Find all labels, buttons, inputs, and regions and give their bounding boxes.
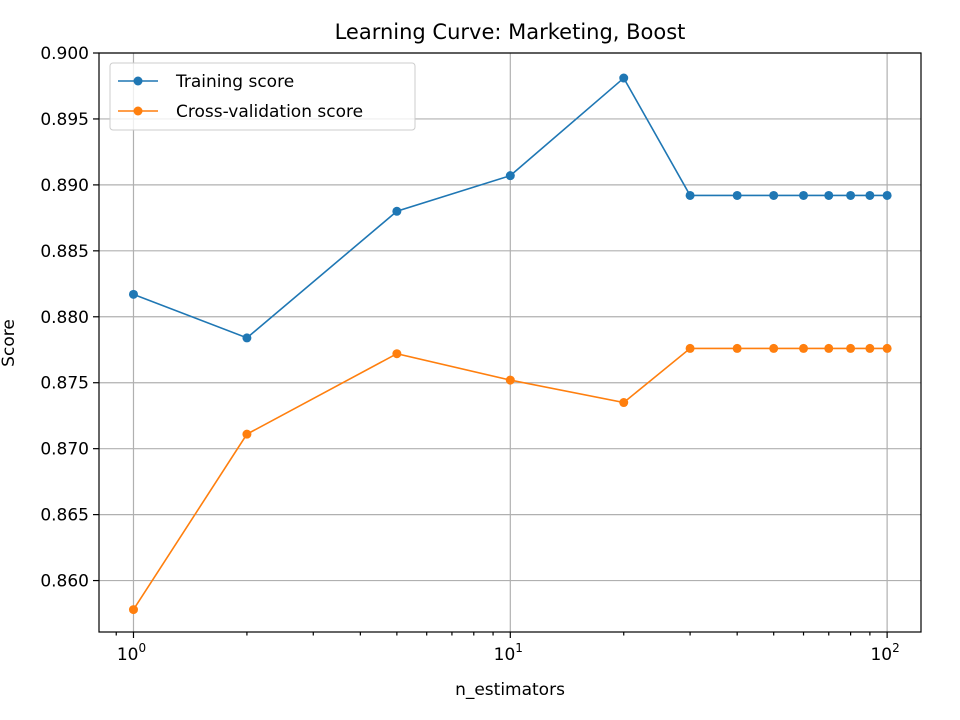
data-point: [685, 343, 695, 353]
y-tick-label: 0.900: [40, 44, 89, 64]
legend: Training score Cross-validation score: [109, 62, 416, 131]
x-tick-label: 100: [117, 641, 146, 665]
y-tick-label: 0.865: [40, 506, 89, 526]
y-tick-label: 0.895: [40, 110, 89, 130]
data-point: [732, 190, 742, 200]
data-point: [846, 190, 856, 200]
axis-ticks: 0.860 0.865 0.870 0.875 0.880 0.885 0.890 0.895…: [40, 44, 899, 665]
legend-marker: [133, 106, 143, 116]
chart-title: Learning Curve: Marketing, Boost: [335, 20, 686, 44]
y-tick-label: 0.890: [40, 176, 89, 196]
data-point: [505, 375, 515, 385]
data-point: [769, 190, 779, 200]
data-point: [685, 190, 695, 200]
data-point: [882, 190, 892, 200]
x-tick-exponent: 1: [515, 641, 523, 655]
data-point: [824, 343, 834, 353]
legend-label: Cross-validation score: [176, 102, 363, 122]
y-tick-label: 0.870: [40, 440, 89, 460]
data-point: [242, 429, 252, 439]
data-point: [392, 206, 402, 216]
data-point: [242, 333, 252, 343]
y-tick-label: 0.860: [40, 572, 89, 592]
legend-marker: [133, 76, 143, 86]
x-tick-base: 10: [494, 645, 516, 665]
data-point: [505, 171, 515, 181]
data-point: [128, 605, 138, 615]
x-tick-base: 10: [117, 645, 139, 665]
data-point: [865, 343, 875, 353]
data-point: [769, 343, 779, 353]
y-tick-label: 0.875: [40, 374, 89, 394]
legend-label: Training score: [175, 72, 294, 92]
grid: [99, 52, 921, 632]
data-point: [865, 190, 875, 200]
y-tick-label: 0.880: [40, 308, 89, 328]
x-tick-exponent: 0: [138, 641, 146, 655]
x-axis-label: n_estimators: [455, 680, 565, 700]
data-point: [128, 289, 138, 299]
y-axis-label: Score: [0, 319, 19, 367]
x-tick-label: 101: [494, 641, 523, 665]
x-tick-label: 102: [870, 641, 899, 665]
data-point: [619, 398, 629, 408]
data-point: [392, 349, 402, 359]
x-tick-base: 10: [870, 645, 892, 665]
legend-box: [109, 62, 416, 131]
series-layer: [128, 73, 892, 615]
data-point: [799, 343, 809, 353]
data-point: [846, 343, 856, 353]
data-point: [799, 190, 809, 200]
data-point: [619, 73, 629, 83]
y-tick-label: 0.885: [40, 242, 89, 262]
data-point: [882, 343, 892, 353]
x-tick-exponent: 2: [892, 641, 900, 655]
data-point: [732, 343, 742, 353]
data-point: [824, 190, 834, 200]
